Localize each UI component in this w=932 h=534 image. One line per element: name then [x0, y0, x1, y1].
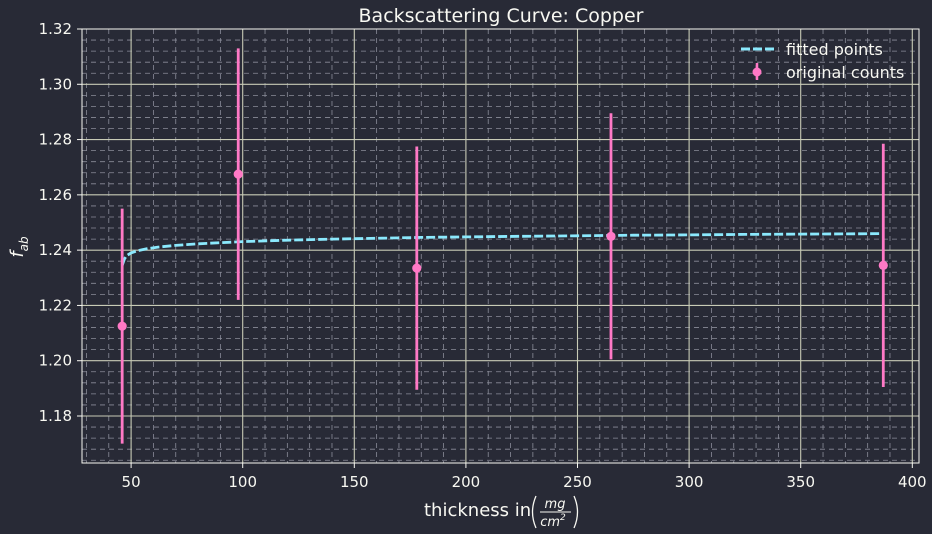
points-layer	[117, 48, 888, 444]
x-tick-label: 250	[563, 473, 592, 491]
fit-line	[120, 232, 884, 266]
y-axis-label-sub: ab	[17, 236, 31, 251]
minor-grid	[82, 29, 919, 463]
data-point	[878, 260, 888, 270]
x-axis-label-prefix: thickness in	[424, 500, 531, 521]
y-axis: 1.18 1.20 1.22 1.24 1.26 1.28 1.30 1.32	[39, 20, 82, 425]
data-point	[412, 263, 422, 273]
x-axis-label-fraction: mg cm2	[531, 495, 579, 530]
y-axis-label: fab	[7, 236, 31, 258]
x-tick-label: 150	[340, 473, 369, 491]
legend: fitted points original counts	[741, 40, 904, 82]
major-grid	[82, 28, 919, 463]
x-axis-label-denominator: cm2	[540, 513, 566, 530]
x-tick-label: 200	[452, 473, 481, 491]
denominator-base: cm	[540, 515, 560, 530]
y-tick-label: 1.24	[39, 241, 72, 259]
fraction-left-paren	[531, 495, 537, 529]
data-point	[233, 169, 243, 179]
x-tick-label: 300	[675, 473, 704, 491]
y-axis-label-main: f	[7, 249, 28, 258]
data-point	[117, 321, 127, 331]
legend-points-marker	[752, 67, 762, 77]
x-tick-label: 400	[898, 473, 927, 491]
y-tick-label: 1.20	[39, 352, 72, 370]
y-tick-label: 1.32	[39, 20, 72, 38]
y-tick-label: 1.28	[39, 131, 72, 149]
chart-title: Backscattering Curve: Copper	[359, 5, 644, 27]
y-tick-label: 1.22	[39, 296, 72, 314]
legend-points-label: original counts	[786, 63, 904, 82]
fit-layer	[120, 232, 884, 266]
y-tick-label: 1.18	[39, 407, 72, 425]
data-point	[606, 231, 616, 241]
fraction-right-paren	[573, 495, 579, 529]
y-tick-label: 1.26	[39, 186, 72, 204]
legend-fit-label: fitted points	[786, 40, 883, 59]
x-axis-label: thickness in	[424, 500, 531, 521]
x-tick-label: 100	[228, 473, 257, 491]
denominator-exponent: 2	[560, 513, 566, 523]
plot-frame	[81, 28, 920, 464]
x-axis: 50 100 150 200 250 300 350 400	[122, 463, 927, 491]
x-tick-label: 50	[122, 473, 141, 491]
y-tick-label: 1.30	[39, 75, 72, 93]
x-tick-label: 350	[786, 473, 815, 491]
x-axis-label-numerator: mg	[545, 497, 566, 512]
